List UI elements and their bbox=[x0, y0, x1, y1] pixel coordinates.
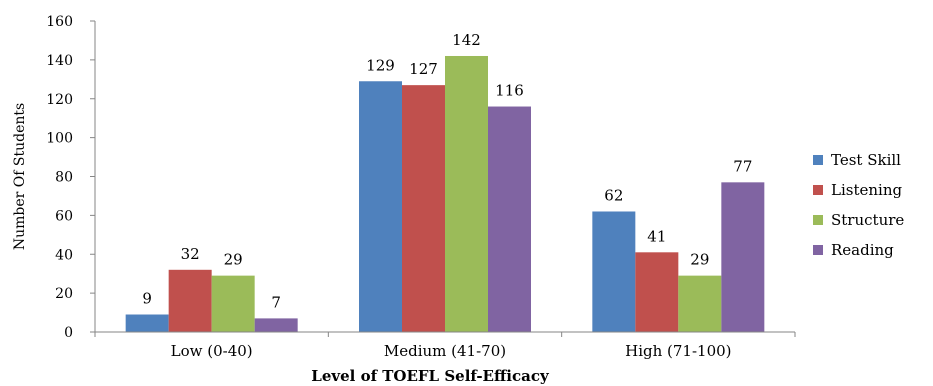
y-tick-label: 60 bbox=[55, 208, 73, 224]
data-label: 41 bbox=[647, 227, 666, 245]
data-label: 62 bbox=[604, 186, 623, 204]
bar bbox=[402, 85, 445, 332]
y-axis-title: Number Of Students bbox=[12, 103, 28, 250]
data-label: 9 bbox=[142, 290, 152, 308]
data-label: 142 bbox=[452, 31, 481, 49]
legend-label: Test Skill bbox=[831, 151, 901, 169]
legend-label: Reading bbox=[831, 241, 894, 259]
bar bbox=[359, 81, 402, 332]
bars bbox=[125, 55, 765, 333]
x-axis-title: Level of TOEFL Self-Efficacy bbox=[311, 367, 550, 385]
bar bbox=[635, 252, 679, 332]
data-label: 129 bbox=[366, 56, 395, 74]
data-label: 29 bbox=[224, 251, 243, 269]
x-category-label: Medium (41-70) bbox=[384, 342, 506, 360]
data-label: 7 bbox=[271, 293, 281, 311]
bar bbox=[721, 182, 765, 332]
y-tick-label: 120 bbox=[46, 92, 73, 108]
bar bbox=[445, 55, 488, 333]
legend-label: Structure bbox=[831, 211, 904, 229]
data-label: 116 bbox=[495, 82, 524, 100]
x-axis: Low (0-40) Medium (41-70) High (71-100) bbox=[94, 331, 796, 360]
y-tick-label: 0 bbox=[64, 325, 73, 341]
legend-swatch bbox=[813, 185, 823, 195]
data-labels: 9 32 29 7 129 127 142 116 62 41 29 77 bbox=[142, 31, 752, 311]
y-tick-label: 20 bbox=[55, 286, 73, 302]
data-label: 29 bbox=[690, 251, 709, 269]
bar bbox=[254, 318, 298, 332]
legend-label: Listening bbox=[831, 181, 902, 199]
legend-swatch bbox=[813, 155, 823, 165]
y-tick-label: 40 bbox=[55, 247, 73, 263]
bar bbox=[168, 269, 212, 332]
data-label: 32 bbox=[181, 245, 200, 263]
legend-swatch bbox=[813, 215, 823, 225]
y-axis: 0 20 40 60 80 100 120 140 160 bbox=[46, 14, 96, 341]
legend: Test Skill Listening Structure Reading bbox=[813, 151, 904, 259]
x-category-label: Low (0-40) bbox=[171, 342, 253, 360]
y-tick-label: 160 bbox=[46, 14, 73, 30]
y-tick-label: 80 bbox=[55, 170, 73, 186]
y-tick-label: 140 bbox=[46, 53, 73, 69]
x-category-label: High (71-100) bbox=[625, 342, 731, 360]
data-label: 127 bbox=[409, 60, 438, 78]
data-label: 77 bbox=[733, 157, 752, 175]
bar bbox=[211, 275, 255, 332]
bar bbox=[678, 275, 722, 332]
y-tick-label: 100 bbox=[46, 131, 73, 147]
bar bbox=[488, 106, 531, 333]
bar bbox=[125, 314, 169, 332]
bar bbox=[592, 211, 636, 332]
legend-swatch bbox=[813, 245, 823, 255]
